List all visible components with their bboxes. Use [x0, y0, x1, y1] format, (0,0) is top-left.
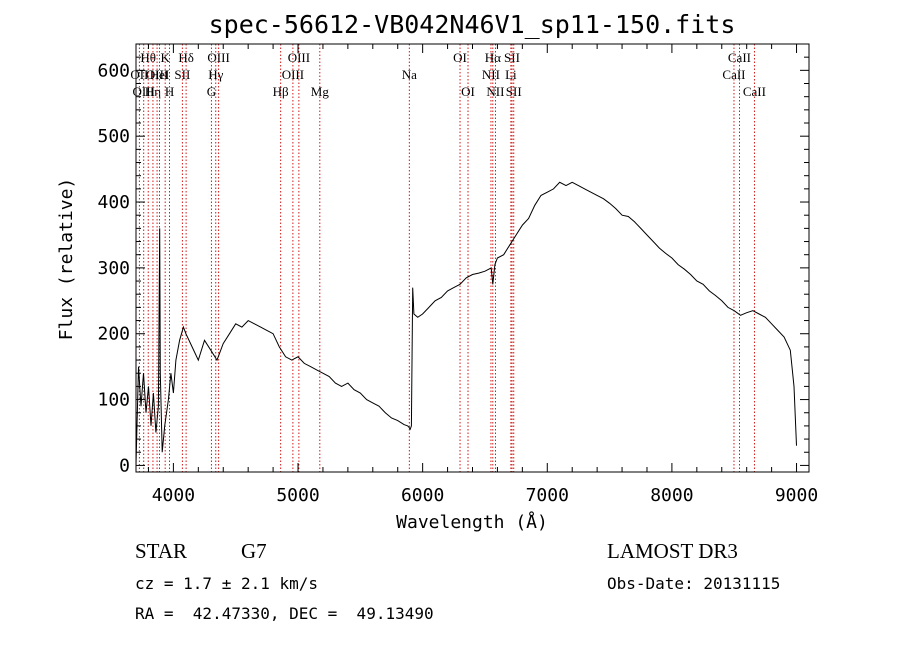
- line-marker-label: NII: [482, 67, 500, 82]
- line-marker-label: Hθ: [140, 50, 156, 65]
- redshift-text: cz = 1.7 ± 2.1 km/s: [135, 574, 319, 593]
- line-marker-label: H: [165, 84, 174, 99]
- line-marker-label: SII: [174, 67, 190, 82]
- line-marker-label: OIII: [146, 67, 168, 82]
- y-tick-label: 400: [97, 192, 130, 213]
- y-tick-label: 100: [97, 390, 130, 411]
- line-marker-label: Mg: [311, 84, 330, 99]
- line-marker-label: OIII: [207, 50, 229, 65]
- line-marker-label: OI: [461, 84, 475, 99]
- y-axis-label: Flux (relative): [56, 178, 77, 341]
- y-tick-label: 300: [97, 258, 130, 279]
- subclass-label: G7: [241, 539, 267, 563]
- x-tick-label: 8000: [650, 485, 693, 506]
- x-tick-label: 5000: [276, 485, 319, 506]
- line-marker-label: SII: [506, 84, 522, 99]
- x-tick-label: 6000: [401, 485, 444, 506]
- line-marker-label: OIII: [133, 84, 155, 99]
- line-marker-label: HeI: [150, 67, 170, 82]
- y-tick-label: 0: [119, 455, 130, 476]
- x-tick-label: 4000: [152, 485, 195, 506]
- line-marker-label: OII: [130, 67, 148, 82]
- line-marker-label: K: [160, 50, 170, 65]
- chart-title: spec-56612-VB042N46V1_sp11-150.fits: [209, 10, 736, 39]
- line-marker-label: OIII: [282, 67, 304, 82]
- x-axis-label: Wavelength (Å): [396, 511, 548, 533]
- line-marker-label: Hη: [145, 84, 161, 99]
- line-marker-label: Hα: [485, 50, 501, 65]
- line-marker-label: Hδ: [178, 50, 194, 65]
- obs-date-text: Obs-Date: 20131115: [607, 574, 781, 593]
- line-marker-label: G: [207, 84, 216, 99]
- line-marker-label: OI: [453, 50, 467, 65]
- line-marker-label: Li: [505, 67, 517, 82]
- survey-label: LAMOST DR3: [607, 539, 738, 563]
- plot-frame: [135, 43, 810, 473]
- line-marker-label: Hβ: [273, 84, 289, 99]
- line-marker-label: OIII: [288, 50, 310, 65]
- line-marker-label: CaII: [722, 67, 745, 82]
- line-marker-label: CaII: [743, 84, 766, 99]
- y-tick-label: 500: [97, 126, 130, 147]
- y-tick-label: 200: [97, 324, 130, 345]
- line-marker-label: Na: [402, 67, 417, 82]
- spectrum-line: [135, 181, 797, 466]
- axes: 4000 5000 6000 7000 8000 9000 0 100 200 300 400 500…: [97, 43, 818, 506]
- y-tick-label: 600: [97, 60, 130, 81]
- coords-text: RA = 42.47330, DEC = 49.13490: [135, 604, 434, 623]
- line-marker-label: CaII: [728, 50, 751, 65]
- x-tick-label: 9000: [775, 485, 818, 506]
- line-marker-label: NII: [486, 84, 504, 99]
- class-label: STAR: [135, 539, 187, 563]
- line-marker-label: Hγ: [208, 67, 223, 82]
- x-tick-label: 7000: [526, 485, 569, 506]
- line-marker-label: SII: [504, 50, 520, 65]
